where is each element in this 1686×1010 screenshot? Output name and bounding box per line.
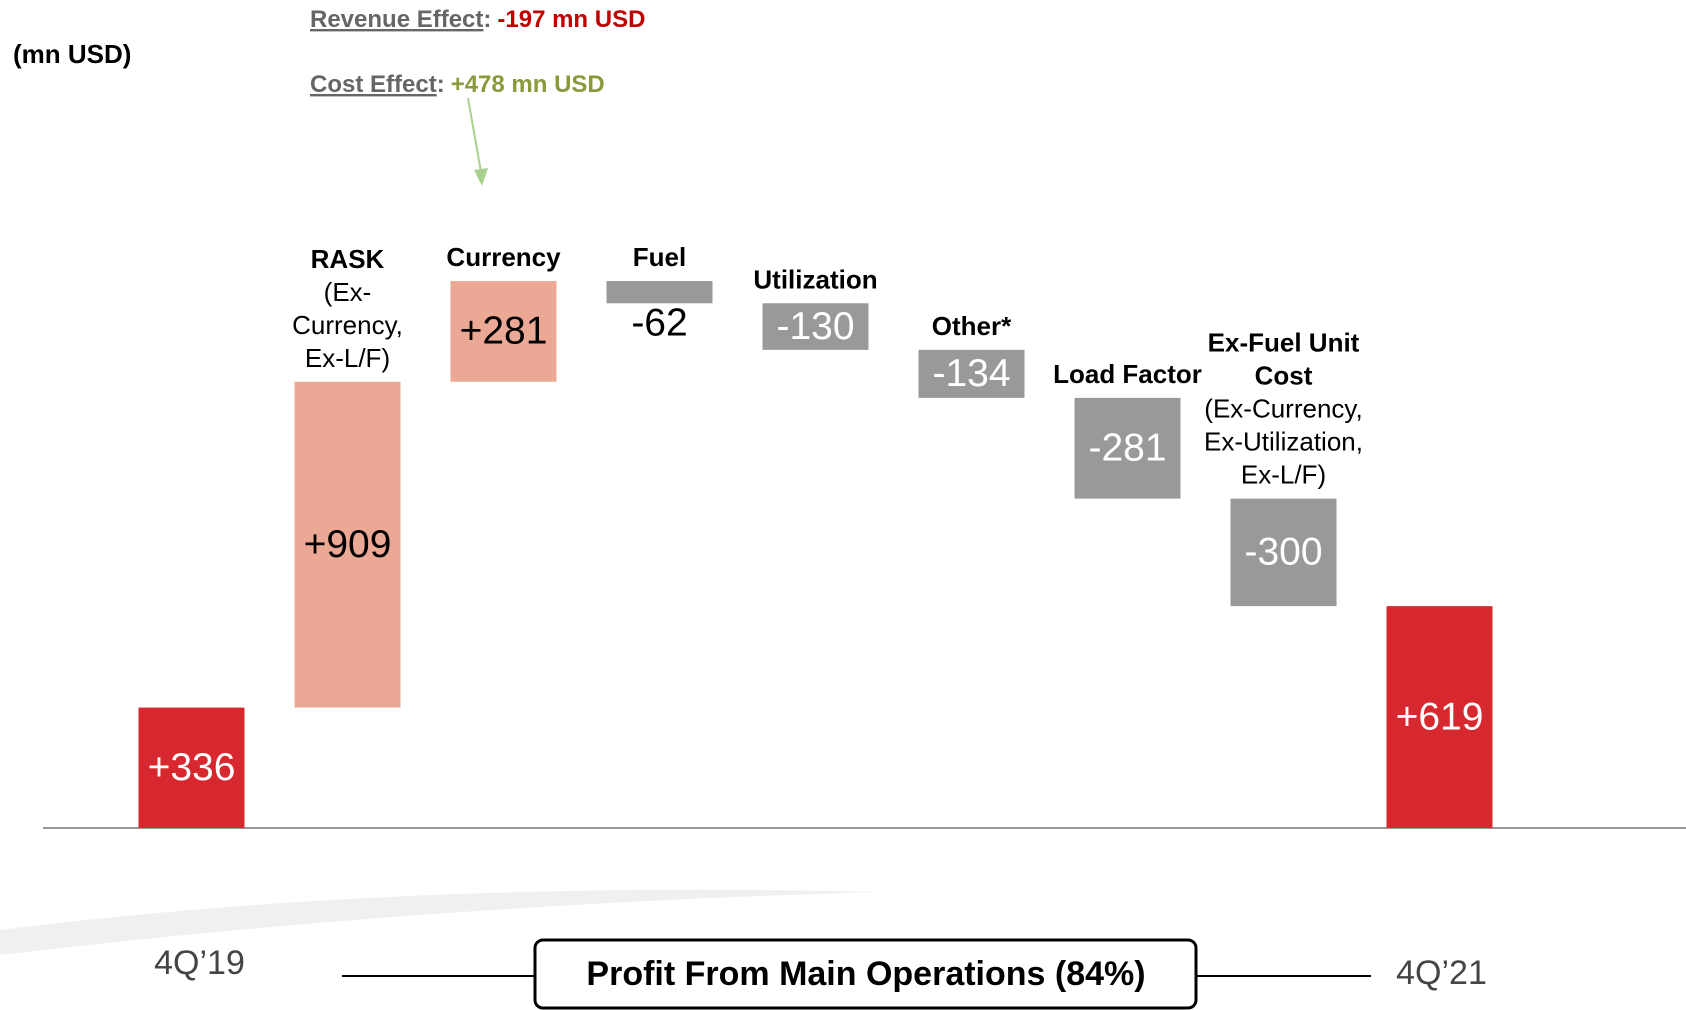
bar bbox=[138, 707, 245, 828]
background-swoosh bbox=[0, 889, 880, 955]
annotation-label: Cost Effect bbox=[310, 71, 437, 98]
category-label: Fuel bbox=[633, 242, 686, 272]
bar bbox=[918, 349, 1025, 398]
annotation-value: -197 mn USD bbox=[497, 6, 645, 33]
category-note: (Ex-Currency, Ex-Utilization, Ex-L/F) bbox=[1204, 393, 1363, 489]
annotation-arrow bbox=[467, 97, 482, 173]
category-label: Currency bbox=[446, 242, 561, 272]
category-label: Utilization bbox=[753, 264, 877, 294]
footer-box bbox=[533, 938, 1198, 1010]
annotation: Revenue Effect: -197 mn USD bbox=[310, 6, 645, 33]
bar bbox=[1074, 397, 1181, 499]
annotation-separator: : bbox=[483, 6, 491, 33]
bar bbox=[762, 303, 869, 350]
value-label: -62 bbox=[631, 302, 687, 345]
category-label: 4Q’19 bbox=[154, 944, 245, 982]
bar bbox=[1386, 606, 1493, 828]
bar bbox=[1230, 498, 1337, 607]
category-label: Ex-Fuel Unit Cost bbox=[1208, 327, 1360, 390]
category-label: RASK bbox=[311, 244, 385, 274]
annotation: Cost Effect: +478 mn USD bbox=[310, 71, 605, 98]
value-label: +281 bbox=[460, 310, 548, 353]
category-label: Other* bbox=[932, 311, 1012, 341]
category-note: (Ex-Currency, Ex-L/F) bbox=[292, 277, 403, 373]
value-label: -134 bbox=[932, 352, 1010, 395]
value-label: -300 bbox=[1244, 531, 1322, 574]
bar bbox=[294, 381, 401, 708]
category-label: 4Q’21 bbox=[1396, 954, 1487, 992]
value-label: +909 bbox=[304, 523, 392, 566]
bar bbox=[450, 281, 557, 382]
annotation-separator: : bbox=[437, 71, 445, 98]
bar bbox=[606, 281, 713, 304]
annotation-value: +478 mn USD bbox=[451, 71, 605, 98]
annotation-arrowhead bbox=[474, 168, 488, 186]
footer-text: Profit From Main Operations (84%) bbox=[586, 955, 1145, 993]
y-axis-label: (mn USD) bbox=[13, 39, 131, 69]
value-label: +336 bbox=[148, 746, 236, 789]
value-label: -281 bbox=[1088, 427, 1166, 470]
value-label: -130 bbox=[776, 305, 854, 348]
value-label: +619 bbox=[1396, 695, 1484, 738]
annotation-label: Revenue Effect bbox=[310, 6, 483, 33]
category-label: Load Factor bbox=[1053, 359, 1202, 389]
